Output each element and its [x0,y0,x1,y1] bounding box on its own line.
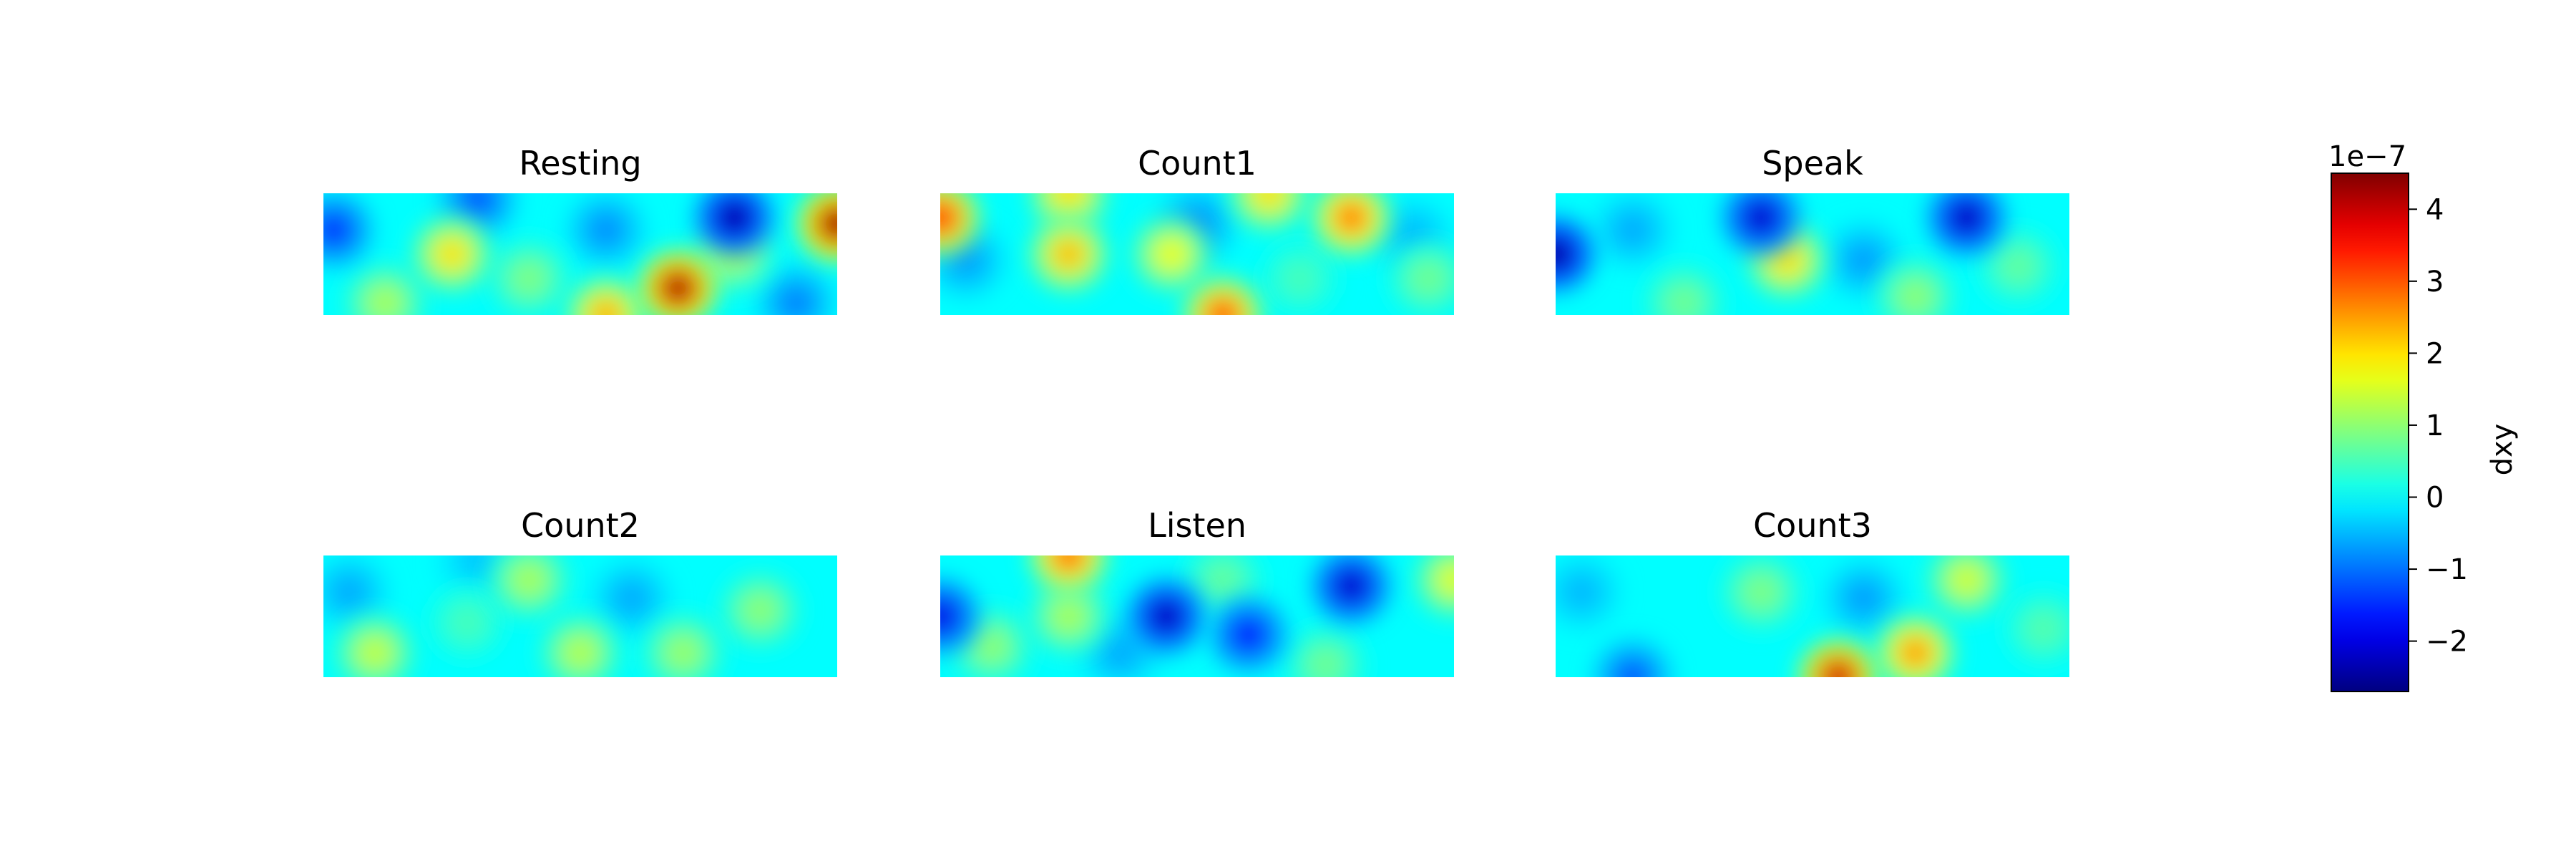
colorbar-tick-label: 4 [2426,193,2444,226]
colorbar-tick-label: −2 [2426,626,2468,659]
heatmap-panel-count2 [323,555,837,677]
heatmap-blob [542,616,619,677]
heatmap-blob [1127,579,1205,654]
heatmap-blob [1594,193,1672,267]
heatmap-blob [1722,555,1800,629]
heatmap-panel-resting [323,193,837,315]
heatmap-blob [413,217,491,291]
panel-title-count3: Count3 [1753,506,1872,545]
heatmap-blob [1876,259,1954,315]
heatmap-blob [1876,616,1954,677]
heatmap-blob [1209,597,1287,672]
heatmap-blob [1415,555,1454,617]
heatmap-blob [1645,266,1723,315]
heatmap-blob [696,193,774,255]
heatmap-blob [323,193,373,267]
heatmap-blob [592,560,670,636]
heatmap-blob [1928,555,2006,617]
colorbar-label: dxy [2486,424,2519,476]
heatmap-blob [1030,579,1108,654]
heatmap-blob [2005,591,2069,666]
heatmap-blob [346,266,424,315]
heatmap-panel-count3 [1556,555,2069,677]
heatmap-blob [1133,217,1211,291]
heatmap-blob [1722,193,1800,255]
heatmap-blob [1030,555,1108,593]
heatmap-panel-speak [1556,193,2069,315]
colorbar-tick-label: 0 [2426,482,2444,515]
heatmap-blob [1312,193,1390,255]
panel-title-resting: Resting [519,144,642,183]
heatmap-blob [644,616,722,677]
heatmap-blob [757,266,835,315]
heatmap-blob [1979,229,2057,304]
heatmap-blob [490,555,568,617]
heatmap-blob [639,251,717,315]
panel-title-listen: Listen [1148,506,1246,545]
heatmap-blob [1928,193,2006,255]
heatmap-blob [1312,555,1390,623]
heatmap-blob [1799,640,1877,677]
heatmap-blob [1825,560,1903,636]
heatmap-blob [1390,241,1454,315]
colorbar-tick-label: 3 [2426,266,2444,299]
heatmap-blob [323,555,388,629]
colorbar-tick-label: 1 [2426,409,2444,442]
panel-title-speak: Speak [1762,144,1863,183]
heatmap-blob [1030,193,1108,230]
heatmap-panel-listen [940,555,1454,677]
heatmap-blob [567,193,645,267]
heatmap-blob [336,616,414,677]
heatmap-blob [1556,555,1620,629]
heatmap-blob [567,278,645,315]
heatmap-panel-count1 [940,193,1454,315]
heatmap-blob [1184,278,1262,315]
panel-title-count1: Count1 [1138,144,1257,183]
heatmap-blob [799,193,837,261]
panel-title-count2: Count2 [521,506,640,545]
colorbar-tick-label: −1 [2426,553,2468,586]
heatmap-blob [1261,241,1339,315]
heatmap-blob [721,573,799,648]
colorbar-tick-label: 2 [2426,337,2444,370]
heatmap-blob [1556,217,1594,291]
heatmap-blob [940,579,979,654]
colorbar-gradient [2331,173,2409,692]
heatmap-blob [940,193,979,255]
heatmap-blob [1030,217,1108,291]
heatmap-blob [429,585,507,660]
heatmap-blob [1230,193,1308,230]
heatmap-blob [1594,640,1672,677]
heatmap-blob [1287,628,1365,677]
heatmap-blob [490,241,568,315]
colorbar-scale-label: 1e−7 [2328,140,2406,173]
